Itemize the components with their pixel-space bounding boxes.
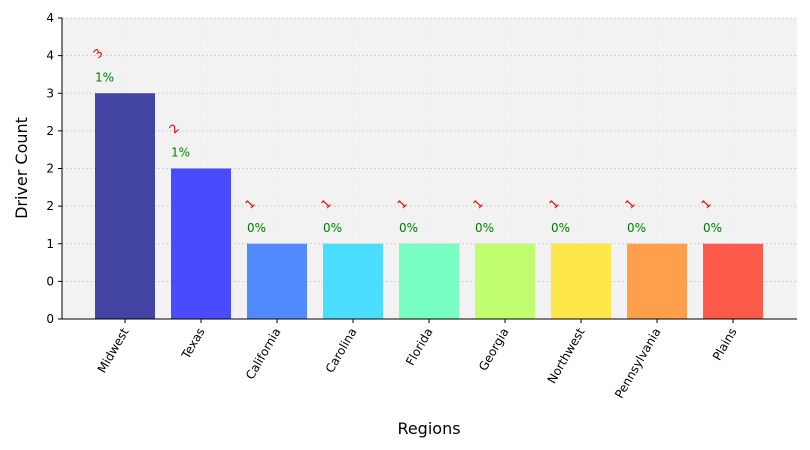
y-tick-label: 2 [46, 162, 54, 176]
x-tick-label: Texas [178, 326, 207, 363]
x-tick-label: Midwest [95, 325, 132, 375]
y-tick-label: 4 [46, 11, 54, 25]
x-tick-label: Northwest [545, 325, 588, 386]
x-tick-label: Florida [403, 326, 436, 368]
percent-label: 1% [95, 70, 114, 84]
x-tick-label: Pennsylvania [612, 326, 664, 401]
x-tick-label: Georgia [476, 326, 512, 374]
y-tick-label: 0 [46, 312, 54, 326]
percent-label: 0% [627, 221, 646, 235]
y-axis-title: Driver Count [12, 117, 31, 219]
percent-label: 1% [171, 146, 190, 160]
bar-texas [171, 168, 231, 319]
y-tick-label: 2 [46, 124, 54, 138]
x-axis-ticks: Midwest Texas California Carolina Florida Geo… [95, 319, 740, 401]
x-tick-label: Plains [710, 326, 740, 363]
percent-label: 0% [551, 221, 570, 235]
bar-plains [703, 243, 763, 319]
x-tick-label: Carolina [323, 326, 360, 376]
x-axis-title: Regions [397, 419, 460, 438]
bar-midwest [95, 93, 155, 319]
percent-label: 0% [323, 221, 342, 235]
bar-carolina [323, 243, 383, 319]
bar-northwest [551, 243, 611, 319]
percent-label: 0% [703, 221, 722, 235]
y-tick-label: 4 [46, 49, 54, 63]
bar-pennsylvania [627, 243, 687, 319]
x-tick-label: California [243, 326, 284, 382]
y-tick-label: 3 [46, 86, 54, 100]
y-axis-ticks: 0 0 1 2 2 2 3 4 4 [46, 11, 62, 326]
y-tick-label: 1 [46, 237, 54, 251]
percent-label: 0% [247, 221, 266, 235]
y-tick-label: 2 [46, 199, 54, 213]
bars [95, 93, 763, 319]
bar-california [247, 243, 307, 319]
percent-label: 0% [475, 221, 494, 235]
bar-georgia [475, 243, 535, 319]
y-tick-label: 0 [46, 274, 54, 288]
percent-label: 0% [399, 221, 418, 235]
bar-florida [399, 243, 459, 319]
